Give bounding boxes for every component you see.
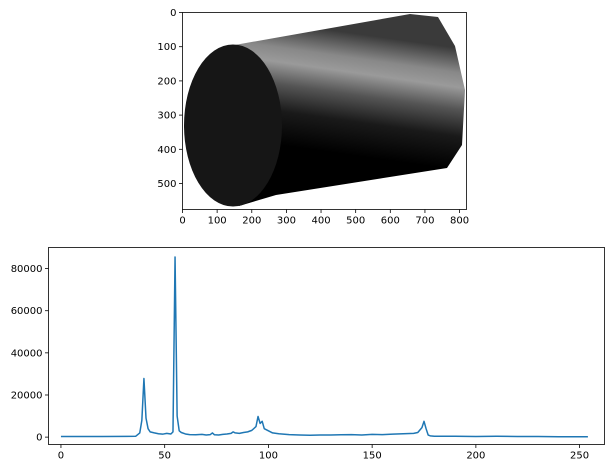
series-line — [60, 256, 588, 438]
line-x-tick-label-3: 150 — [363, 451, 382, 462]
image-axes-frame — [182, 12, 467, 210]
image-y-tick-label-2: 200 — [157, 76, 176, 87]
image-x-tick-label-8: 800 — [450, 216, 469, 227]
image-x-tick-label-3: 300 — [277, 216, 296, 227]
image-x-tick-label-6: 600 — [381, 216, 400, 227]
image-y-tick-label-3: 300 — [157, 111, 176, 122]
image-x-tick-label-7: 700 — [415, 216, 434, 227]
line-x-tick-label-2: 100 — [259, 451, 278, 462]
image-x-tick-label-0: 0 — [179, 216, 185, 227]
image-x-tick-label-4: 400 — [311, 216, 330, 227]
cylinder-image — [184, 14, 465, 207]
image-y-tick-label-0: 0 — [170, 8, 176, 19]
image-y-tick-label-1: 100 — [157, 42, 176, 53]
line-y-tick-label-4: 80000 — [11, 264, 43, 275]
line-x-tick-label-1: 50 — [158, 451, 171, 462]
line-panel: 0 50 100 150 200 250 0 20000 40000 60000 80000 — [11, 247, 605, 462]
line-y-tick-label-3: 60000 — [11, 306, 43, 317]
image-panel: 0 100 200 300 400 500 600 700 800 0 100 200 300 400 50… — [157, 8, 469, 227]
image-y-tick-label-4: 400 — [157, 145, 176, 156]
image-x-tick-label-2: 200 — [242, 216, 261, 227]
line-x-tick-label-0: 0 — [58, 451, 64, 462]
image-x-tick-label-1: 100 — [208, 216, 227, 227]
image-y-tick-label-5: 500 — [157, 179, 176, 190]
line-y-tick-label-1: 20000 — [11, 390, 43, 401]
line-y-tick-label-2: 40000 — [11, 348, 43, 359]
image-x-tick-label-5: 500 — [346, 216, 365, 227]
cylinder-body — [229, 14, 465, 206]
image-tick-group: 0 100 200 300 400 500 600 700 800 0 100 200 300 400 50… — [157, 8, 469, 227]
line-axes-frame — [48, 247, 605, 445]
line-x-tick-label-4: 200 — [466, 451, 485, 462]
line-y-tick-label-0: 0 — [36, 433, 42, 444]
line-tick-group: 0 50 100 150 200 250 0 20000 40000 60000 80000 — [11, 264, 589, 461]
line-x-tick-label-5: 250 — [570, 451, 589, 462]
cylinder-end-cap — [184, 44, 282, 207]
